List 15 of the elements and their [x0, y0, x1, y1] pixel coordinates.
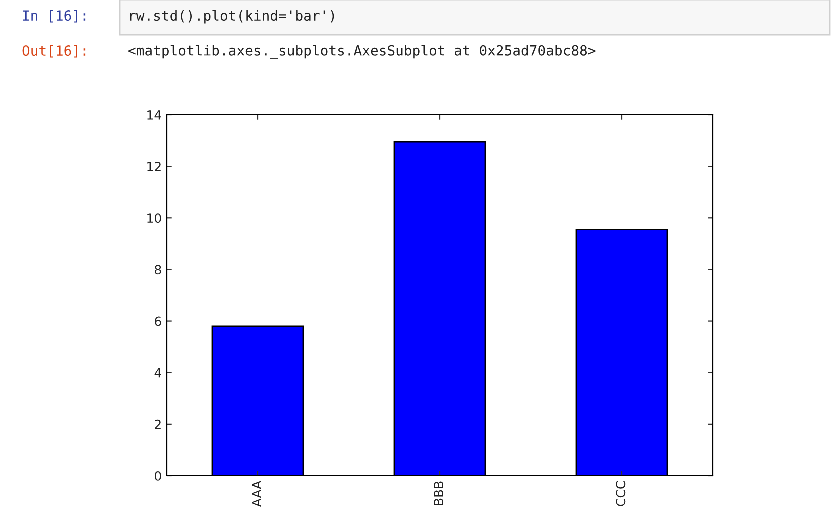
x-tick-label: BBB — [434, 482, 444, 506]
y-tick-label: 6 — [155, 316, 162, 326]
y-tick-label: 2 — [155, 420, 161, 430]
text: Out[16]: — [22, 45, 86, 58]
y-tick-label: 8 — [155, 265, 162, 275]
y-tick-label: 0 — [155, 471, 162, 481]
text: <matplotlib.axes._subplots.AxesSubplot at 0x25ad70abc88> — [128, 45, 596, 59]
x-tick-label: CCC — [616, 482, 626, 506]
text: In [16]: — [23, 10, 86, 23]
y-tick-label: 14 — [148, 110, 162, 120]
text: rw.std().plot(kind='bar') — [130, 10, 334, 24]
y-tick-label: 10 — [148, 214, 162, 224]
x-tick-label: AAA — [252, 480, 262, 508]
y-tick-label: 12 — [148, 162, 161, 172]
y-tick-label: 4 — [154, 368, 162, 378]
